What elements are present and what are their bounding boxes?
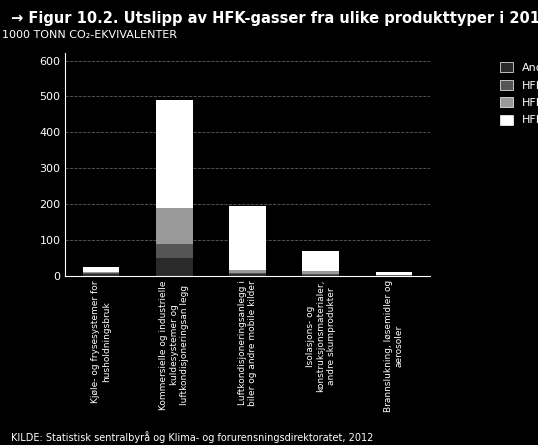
Bar: [156, 258, 193, 276]
Legend: Andre, HFK-143a, HFK-125, HFK-134a: Andre, HFK-143a, HFK-125, HFK-134a: [497, 59, 538, 129]
Bar: [229, 273, 266, 274]
Text: 1000 TONN CO₂-EKVIVALENTER: 1000 TONN CO₂-EKVIVALENTER: [2, 30, 178, 40]
Bar: [302, 271, 339, 274]
Bar: [376, 272, 412, 275]
Bar: [83, 274, 119, 276]
Bar: [229, 274, 266, 276]
Bar: [302, 275, 339, 276]
Bar: [302, 274, 339, 275]
Bar: [83, 267, 119, 272]
Bar: [156, 208, 193, 243]
Bar: [156, 100, 193, 208]
Bar: [229, 270, 266, 273]
Bar: [229, 206, 266, 270]
Text: KILDE: Statistisk sentralbyrå og Klima- og forurensningsdirektoratet, 2012: KILDE: Statistisk sentralbyrå og Klima- …: [11, 431, 373, 443]
Text: → Figur 10.2. Utslipp av HFK-gasser fra ulike produkttyper i 2010: → Figur 10.2. Utslipp av HFK-gasser fra …: [11, 11, 538, 26]
Bar: [83, 273, 119, 274]
Bar: [156, 243, 193, 258]
Bar: [83, 272, 119, 273]
Bar: [302, 251, 339, 271]
